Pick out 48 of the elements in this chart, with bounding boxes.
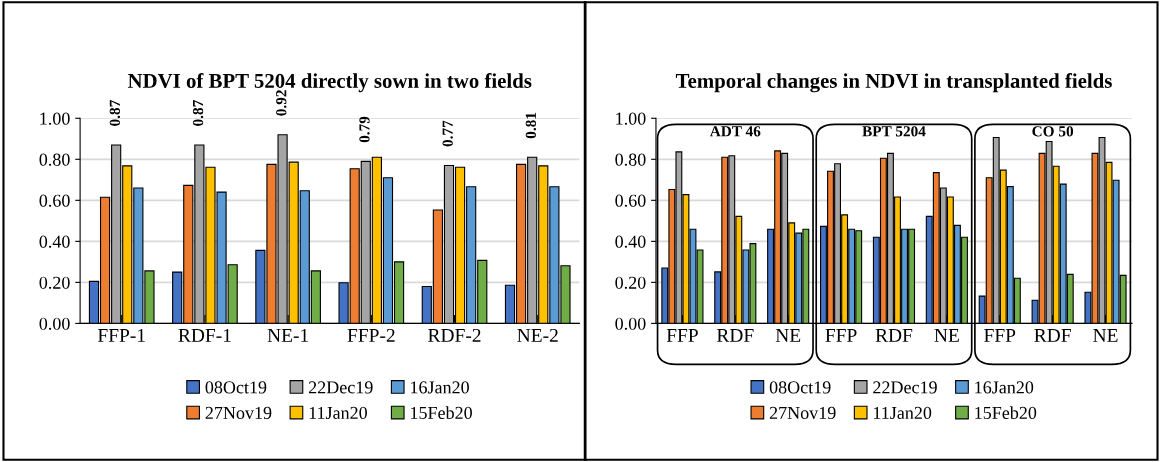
legend-label: 16Jan20 xyxy=(411,381,469,394)
x-tick-label: FFP-2 xyxy=(347,328,395,342)
annotation: BPT 5204 xyxy=(862,126,926,137)
y-tick-label: 0.00 xyxy=(615,317,646,330)
x-tick-label: RDF-2 xyxy=(428,328,481,342)
legend-label: 27Nov19 xyxy=(205,406,272,419)
x-tick-label: NE xyxy=(934,329,959,342)
legend-label: 11Jan20 xyxy=(309,406,367,419)
legend-label: 08Oct19 xyxy=(205,381,267,394)
legend-label: 15Feb20 xyxy=(411,406,472,419)
x-tick-label: RDF xyxy=(1034,329,1071,342)
y-tick-label: 0.60 xyxy=(615,194,646,207)
data-label: 0.81 xyxy=(525,112,537,139)
y-tick-label: 0.20 xyxy=(39,276,70,289)
data-label: 0.79 xyxy=(359,116,370,143)
data-label: 0.87 xyxy=(109,100,121,126)
x-tick-label: FFP xyxy=(666,329,698,342)
x-tick-label: RDF xyxy=(716,329,754,342)
y-tick-label: 0.00 xyxy=(39,317,70,330)
legend-label: 11Jan20 xyxy=(874,406,932,419)
y-tick-label: 1.00 xyxy=(40,112,70,125)
x-tick-label: FFP xyxy=(984,329,1016,342)
legend-label: 08Oct19 xyxy=(769,381,831,394)
data-label: 0.77 xyxy=(442,120,453,147)
x-tick-label: NE xyxy=(1093,329,1118,342)
chart-title: Temporal changes in NDVI in transplanted fields xyxy=(675,73,1112,93)
x-tick-label: FFP-1 xyxy=(97,328,145,342)
legend-label: 27Nov19 xyxy=(769,406,836,419)
y-tick-label: 0.40 xyxy=(615,235,646,248)
annotation: ADT 46 xyxy=(709,126,761,137)
legend-label: 15Feb20 xyxy=(975,406,1037,419)
legend-label: 22Dec19 xyxy=(873,381,937,394)
data-label: 0.87 xyxy=(192,100,204,126)
x-tick-label: NE xyxy=(775,329,801,342)
x-tick-label: RDF-1 xyxy=(178,328,231,342)
annotation: CO 50 xyxy=(1032,126,1074,137)
x-tick-label: RDF xyxy=(875,329,913,342)
y-tick-label: 0.60 xyxy=(39,194,70,207)
legend-label: 16Jan20 xyxy=(975,381,1034,394)
legend-label: 22Dec19 xyxy=(308,381,373,394)
x-tick-label: NE-2 xyxy=(517,328,558,342)
y-tick-label: 0.20 xyxy=(615,276,646,289)
x-tick-label: NE-1 xyxy=(267,328,309,342)
y-tick-label: 1.00 xyxy=(616,112,646,125)
y-tick-label: 0.80 xyxy=(615,153,646,166)
x-tick-label: FFP xyxy=(825,329,857,342)
y-tick-label: 0.80 xyxy=(39,153,70,166)
y-tick-label: 0.40 xyxy=(39,235,70,248)
